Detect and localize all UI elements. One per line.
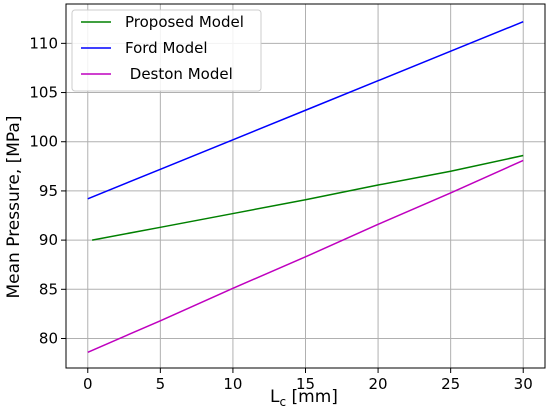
x-tick-label: 30 — [514, 375, 533, 393]
series-line-proposed-model — [91, 154, 524, 241]
tick-labels: 0 5 10 15 20 25 30 80 85 90 95 100 105 110 — [29, 34, 532, 393]
x-tick-label: 15 — [296, 375, 315, 393]
legend-label-deston: Deston Model — [125, 65, 233, 83]
x-axis-label-unit: [mm] — [286, 387, 338, 407]
series-line-deston-model — [87, 159, 524, 353]
y-tick-label: 100 — [29, 133, 58, 151]
legend-label-ford: Ford Model — [125, 39, 208, 57]
x-tick-label: 0 — [83, 375, 93, 393]
legend: Proposed Model Ford Model Deston Model — [71, 9, 262, 92]
series-lines — [87, 21, 524, 353]
x-axis-label: Lc [mm] — [270, 387, 338, 409]
x-tick-label: 20 — [369, 375, 388, 393]
grid — [66, 4, 545, 368]
y-tick-label: 95 — [39, 182, 58, 200]
series-line-ford-model — [87, 21, 524, 200]
x-tick-label: 25 — [441, 375, 460, 393]
y-tick-label: 105 — [29, 84, 58, 102]
y-tick-label: 90 — [39, 231, 58, 249]
x-axis-label-subscript: c — [280, 395, 287, 409]
x-axis-label-main: L — [270, 387, 280, 407]
legend-frame — [71, 9, 262, 92]
y-axis-label: Mean Pressure, [MPa] — [4, 116, 24, 299]
legend-label-proposed: Proposed Model — [125, 13, 244, 31]
x-tick-label: 5 — [156, 375, 166, 393]
x-tick-label: 10 — [223, 375, 242, 393]
y-tick-label: 85 — [39, 280, 58, 298]
y-tick-label: 80 — [39, 329, 58, 347]
y-tick-label: 110 — [29, 34, 58, 52]
